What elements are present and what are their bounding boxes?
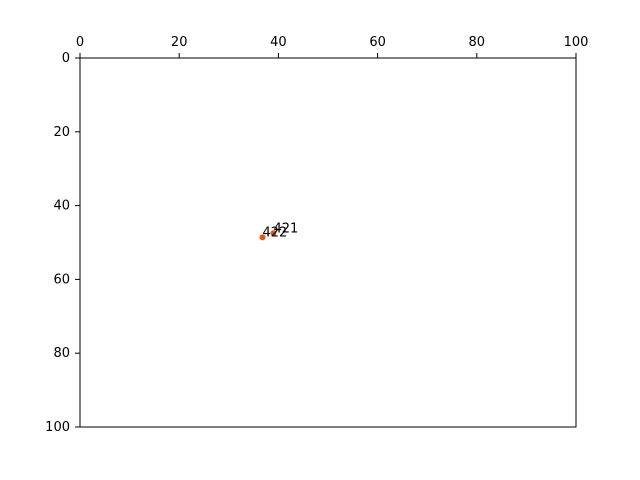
plot-area — [79, 57, 577, 428]
y-tick-label: 20 — [53, 125, 70, 140]
scatter-point-label: 422 — [263, 225, 288, 240]
scatter-point — [259, 234, 266, 241]
x-tick-label: 20 — [171, 35, 188, 50]
data-points — [259, 230, 277, 241]
x-tick-label: 80 — [469, 35, 486, 50]
y-axis-ticks: 0 20 40 60 80 100 — [45, 51, 80, 435]
y-tick-label: 100 — [45, 420, 70, 435]
scatter-point-label: 421 — [273, 221, 298, 236]
x-tick-label: 40 — [270, 35, 287, 50]
x-axis-ticks: 0 20 40 60 80 100 — [76, 35, 589, 58]
x-tick-label: 100 — [564, 35, 589, 50]
y-tick-label: 80 — [53, 346, 70, 361]
y-tick-label: 60 — [53, 272, 70, 287]
y-tick-label: 40 — [53, 199, 70, 214]
x-tick-label: 0 — [76, 35, 84, 50]
scatter-point — [270, 230, 277, 237]
x-tick-label: 60 — [369, 35, 386, 50]
y-tick-label: 0 — [62, 51, 70, 66]
